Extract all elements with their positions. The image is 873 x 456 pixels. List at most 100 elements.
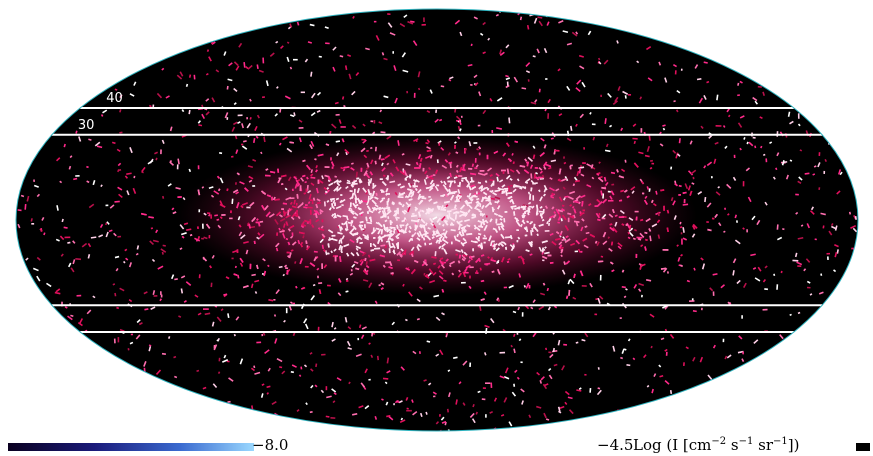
source-point bbox=[408, 238, 412, 243]
source-point bbox=[444, 200, 450, 204]
source-point bbox=[453, 180, 456, 184]
source-point bbox=[570, 125, 573, 131]
source-point bbox=[102, 109, 108, 114]
source-point bbox=[757, 266, 762, 272]
source-point bbox=[295, 285, 298, 289]
source-point bbox=[386, 201, 389, 205]
source-point bbox=[339, 55, 344, 58]
source-point bbox=[439, 414, 441, 417]
source-point bbox=[274, 198, 280, 201]
source-point bbox=[477, 124, 481, 127]
source-point bbox=[566, 42, 573, 46]
source-point bbox=[494, 228, 498, 233]
source-point bbox=[461, 229, 465, 236]
source-point bbox=[352, 15, 355, 19]
source-point bbox=[549, 187, 556, 192]
source-point bbox=[116, 306, 120, 310]
source-point bbox=[152, 104, 155, 108]
source-point bbox=[243, 140, 247, 143]
source-point bbox=[239, 257, 244, 263]
source-point bbox=[759, 116, 763, 120]
source-point bbox=[114, 292, 117, 297]
source-point bbox=[443, 279, 447, 282]
source-point bbox=[627, 94, 632, 96]
source-point bbox=[406, 407, 409, 410]
source-point bbox=[608, 247, 613, 252]
source-point bbox=[255, 135, 259, 139]
source-point bbox=[483, 352, 487, 356]
source-point bbox=[762, 279, 767, 283]
source-point bbox=[75, 130, 78, 134]
source-point bbox=[463, 229, 467, 233]
source-point bbox=[566, 85, 571, 91]
source-point bbox=[453, 356, 458, 359]
source-point bbox=[408, 230, 412, 233]
source-point bbox=[480, 254, 485, 257]
source-point bbox=[683, 199, 686, 204]
source-point bbox=[247, 64, 253, 70]
source-point bbox=[569, 278, 575, 285]
source-point bbox=[475, 270, 478, 274]
source-point bbox=[366, 205, 371, 211]
source-point bbox=[505, 142, 510, 147]
source-point bbox=[381, 191, 385, 193]
source-point bbox=[579, 65, 585, 70]
source-point bbox=[479, 213, 484, 216]
source-point bbox=[589, 387, 592, 393]
source-point bbox=[796, 261, 803, 266]
source-point bbox=[258, 222, 261, 227]
source-point bbox=[150, 306, 156, 310]
source-point bbox=[397, 209, 399, 215]
source-point bbox=[55, 288, 61, 293]
source-point bbox=[220, 308, 224, 312]
source-point bbox=[535, 171, 538, 175]
source-point bbox=[301, 223, 306, 227]
source-point bbox=[153, 295, 158, 297]
source-point bbox=[619, 209, 625, 215]
source-point bbox=[30, 218, 33, 222]
source-point bbox=[555, 237, 561, 241]
source-point bbox=[241, 145, 248, 150]
source-point bbox=[157, 265, 164, 270]
source-point bbox=[211, 97, 216, 103]
source-point bbox=[549, 261, 554, 264]
source-point bbox=[635, 253, 638, 258]
source-point bbox=[394, 97, 398, 104]
source-point bbox=[118, 193, 123, 199]
source-point bbox=[216, 339, 220, 342]
source-point bbox=[479, 244, 483, 250]
source-point bbox=[405, 223, 409, 228]
source-point bbox=[513, 333, 516, 338]
source-point bbox=[105, 231, 109, 238]
source-point bbox=[266, 385, 271, 389]
source-point bbox=[623, 295, 627, 299]
source-point bbox=[748, 141, 754, 147]
source-point bbox=[544, 383, 549, 387]
source-point bbox=[54, 291, 61, 295]
source-point bbox=[543, 161, 548, 167]
source-point bbox=[305, 204, 308, 206]
source-point bbox=[410, 246, 415, 252]
source-point bbox=[365, 173, 371, 179]
source-point bbox=[754, 145, 757, 149]
source-point bbox=[550, 195, 555, 199]
source-point bbox=[315, 169, 318, 173]
source-point bbox=[442, 228, 446, 232]
source-point bbox=[806, 286, 811, 289]
source-point bbox=[640, 218, 644, 222]
source-point bbox=[165, 95, 170, 99]
source-point bbox=[462, 360, 468, 366]
source-point bbox=[221, 214, 226, 216]
source-point bbox=[183, 300, 187, 303]
source-point bbox=[432, 271, 437, 276]
source-point bbox=[303, 318, 308, 324]
source-point bbox=[569, 204, 573, 207]
source-point bbox=[621, 223, 625, 226]
source-point bbox=[309, 144, 313, 150]
source-point bbox=[607, 190, 611, 193]
source-point bbox=[408, 174, 412, 178]
source-point bbox=[351, 220, 354, 224]
source-point bbox=[156, 92, 163, 99]
source-point bbox=[525, 249, 530, 253]
source-point bbox=[296, 409, 300, 413]
